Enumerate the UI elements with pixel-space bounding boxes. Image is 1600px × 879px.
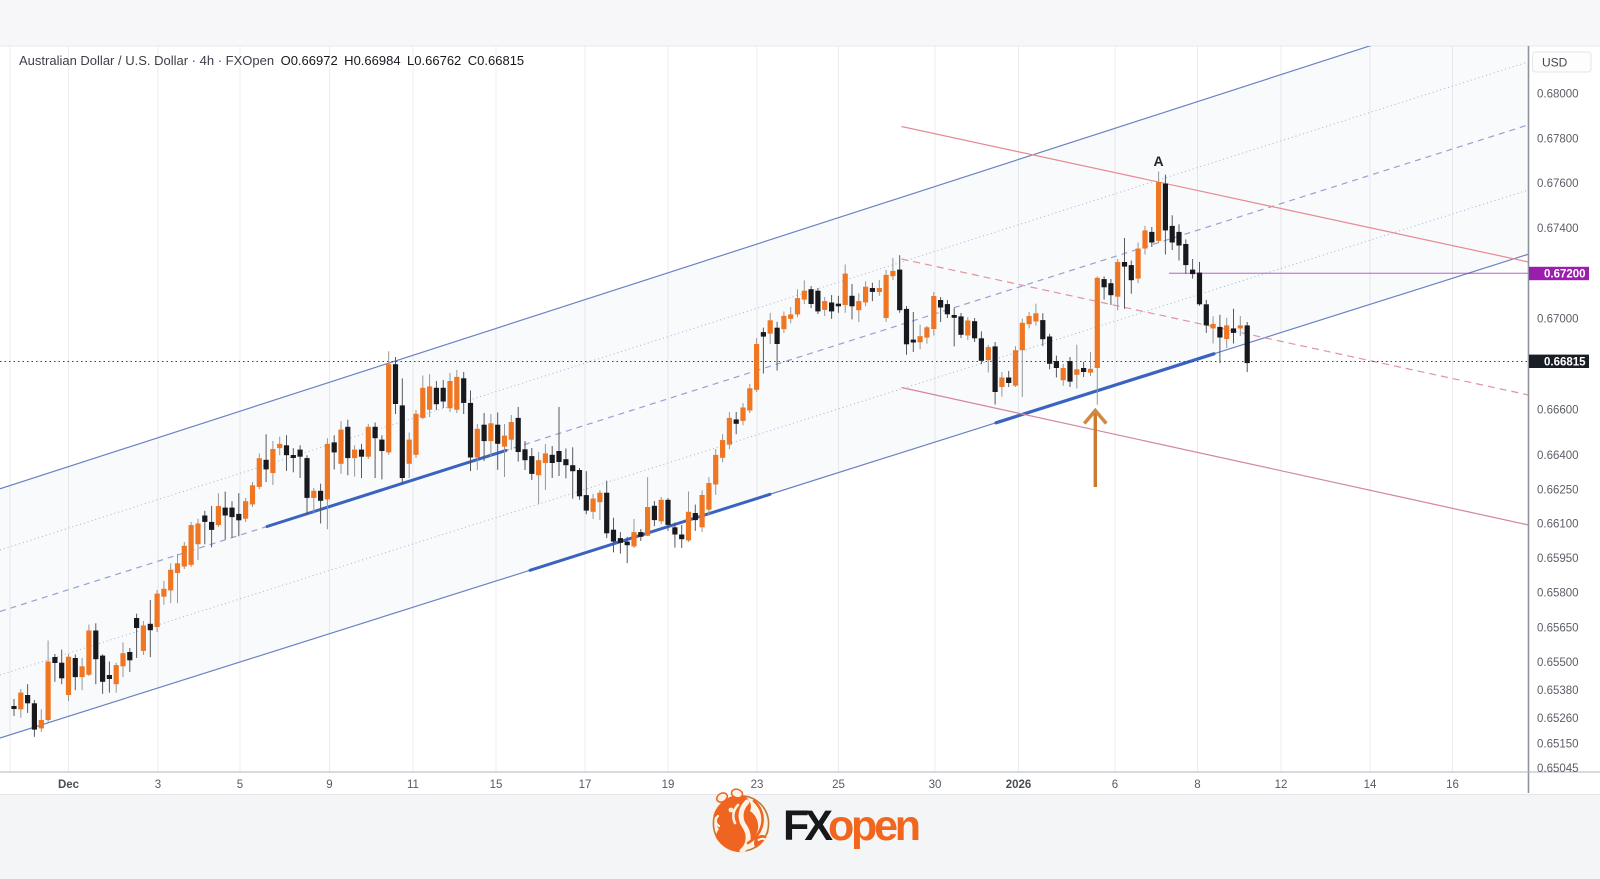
- svg-text:2026: 2026: [1006, 779, 1032, 791]
- svg-text:0.67400: 0.67400: [1537, 223, 1579, 235]
- svg-text:0.67200: 0.67200: [1544, 269, 1586, 281]
- svg-text:0.66400: 0.66400: [1537, 450, 1579, 462]
- svg-text:0.65380: 0.65380: [1537, 685, 1579, 697]
- svg-text:0.65800: 0.65800: [1537, 588, 1579, 600]
- svg-text:0.65260: 0.65260: [1537, 713, 1579, 725]
- svg-text:0.65150: 0.65150: [1537, 738, 1579, 750]
- svg-text:17: 17: [579, 779, 592, 791]
- svg-text:25: 25: [832, 779, 845, 791]
- svg-text:0.65500: 0.65500: [1537, 657, 1579, 669]
- svg-text:0.66100: 0.66100: [1537, 519, 1579, 531]
- svg-text:14: 14: [1364, 779, 1377, 791]
- svg-text:Dec: Dec: [58, 779, 80, 791]
- svg-text:6: 6: [1112, 779, 1118, 791]
- svg-text:0.68000: 0.68000: [1537, 89, 1579, 101]
- svg-text:3: 3: [155, 779, 161, 791]
- svg-text:0.65650: 0.65650: [1537, 622, 1579, 634]
- svg-text:A: A: [1154, 153, 1164, 169]
- svg-text:0.65950: 0.65950: [1537, 553, 1579, 565]
- svg-text:12: 12: [1275, 779, 1288, 791]
- svg-text:0.66600: 0.66600: [1537, 404, 1579, 416]
- svg-text:0.67000: 0.67000: [1537, 313, 1579, 325]
- svg-text:9: 9: [326, 779, 332, 791]
- svg-text:0.67800: 0.67800: [1537, 133, 1579, 145]
- svg-text:0.67600: 0.67600: [1537, 178, 1579, 190]
- svg-text:0.66815: 0.66815: [1544, 356, 1586, 368]
- svg-text:0.66250: 0.66250: [1537, 484, 1579, 496]
- svg-text:FXopen: FXopen: [783, 802, 921, 850]
- svg-text:0.65045: 0.65045: [1537, 763, 1579, 775]
- svg-text:5: 5: [237, 779, 243, 791]
- svg-text:11: 11: [407, 779, 419, 791]
- svg-text:19: 19: [662, 779, 675, 791]
- svg-text:15: 15: [490, 779, 503, 791]
- svg-text:Australian Dollar / U.S. Dolla: Australian Dollar / U.S. Dollar · 4h · F…: [19, 53, 524, 68]
- svg-text:23: 23: [751, 779, 764, 791]
- svg-text:30: 30: [929, 779, 942, 791]
- svg-text:8: 8: [1194, 779, 1200, 791]
- svg-text:16: 16: [1446, 779, 1459, 791]
- svg-text:USD: USD: [1542, 56, 1568, 70]
